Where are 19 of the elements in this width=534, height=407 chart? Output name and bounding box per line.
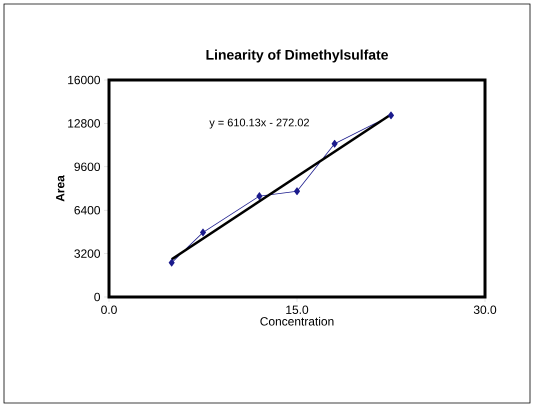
point	[256, 192, 262, 200]
y-tick-label: 3200	[74, 249, 100, 258]
y-tick-label: 9600	[74, 162, 100, 172]
x-tick-label: 0.0	[101, 306, 117, 314]
x-axis-title: Concentration	[260, 316, 334, 326]
x-tick-label: 15.0	[286, 306, 308, 314]
x-tick-label: 30.0	[474, 306, 496, 314]
annotation: y = 610.13x - 272.02	[209, 118, 309, 129]
point	[200, 228, 206, 236]
point	[388, 112, 394, 120]
y-tick-label: 12800	[68, 119, 100, 128]
point	[168, 258, 175, 267]
chart-title: Linearity of Dimethylsulfate	[206, 49, 388, 62]
point	[332, 140, 338, 148]
y-axis-title: Area	[56, 175, 64, 202]
y-tick-label: 0	[94, 292, 100, 302]
y-tick-label: 6400	[74, 206, 100, 214]
point	[294, 187, 300, 196]
y-tick-label: 16000	[68, 76, 100, 84]
